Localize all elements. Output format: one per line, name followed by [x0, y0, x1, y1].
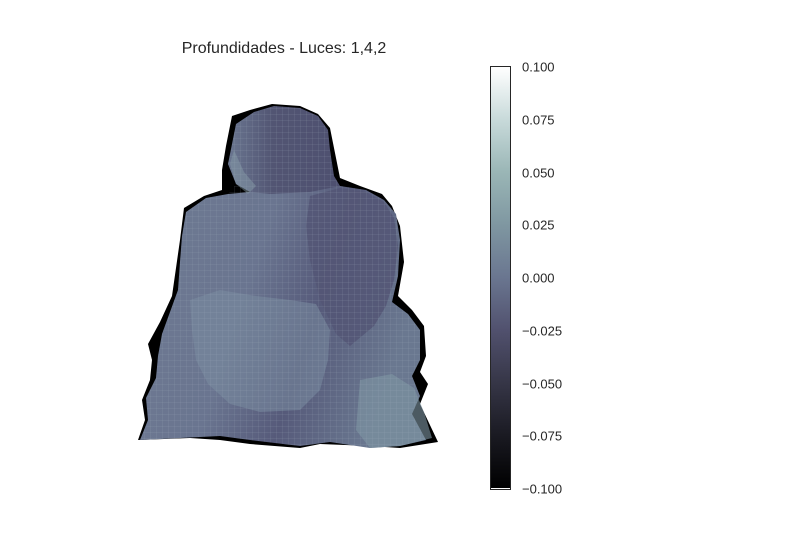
colorbar [490, 66, 511, 490]
colorbar-gradient [491, 67, 510, 488]
colorbar-tick-label: −0.050 [522, 376, 563, 391]
colorbar-tick-label: 0.000 [522, 270, 555, 286]
chart-title: Profundidades - Luces: 1,4,2 [181, 40, 387, 57]
colorbar-tick-label: 0.050 [522, 165, 555, 180]
colorbar-tick-label: −0.100 [522, 481, 563, 497]
colorbar-tick-label: 0.025 [522, 217, 555, 233]
colorbar-tick-label: 0.100 [522, 59, 555, 75]
colorbar-tick-label: −0.025 [522, 323, 563, 339]
colorbar-tick-label: 0.075 [522, 112, 555, 128]
colorbar-tick-label: −0.075 [522, 428, 563, 444]
